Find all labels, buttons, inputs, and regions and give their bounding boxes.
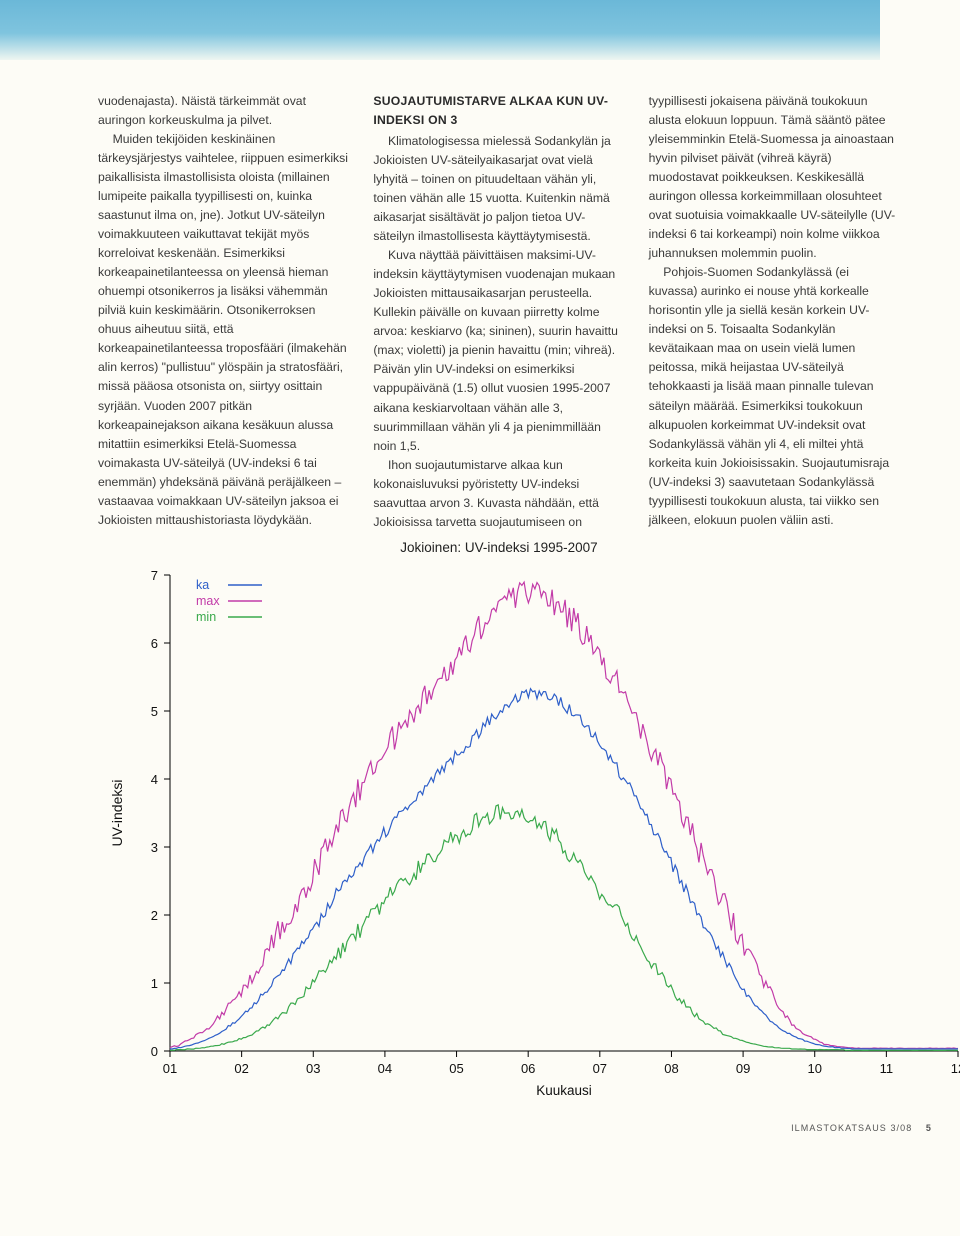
svg-text:1: 1 xyxy=(151,976,158,991)
text-columns: vuodenajasta). Näistä tärkeimmät ovat au… xyxy=(98,92,900,532)
svg-text:09: 09 xyxy=(736,1061,750,1076)
svg-text:max: max xyxy=(196,594,220,608)
svg-text:01: 01 xyxy=(163,1061,177,1076)
col1-para2: Muiden tekijöiden keskinäinen tärkeysjär… xyxy=(98,130,349,530)
col2-para2: Kuva näyttää päivittäisen maksimi-UV-ind… xyxy=(373,246,624,455)
svg-text:0: 0 xyxy=(151,1044,158,1059)
header-color-band xyxy=(0,0,880,60)
svg-text:3: 3 xyxy=(151,840,158,855)
col2-heading: SUOJAUTUMISTARVE ALKAA KUN UV-INDEKSI ON… xyxy=(373,92,624,130)
svg-text:Kuukausi: Kuukausi xyxy=(536,1083,592,1098)
svg-text:10: 10 xyxy=(807,1061,821,1076)
svg-text:ka: ka xyxy=(196,578,209,592)
svg-text:08: 08 xyxy=(664,1061,678,1076)
svg-text:12: 12 xyxy=(951,1061,960,1076)
svg-text:UV-indeksi: UV-indeksi xyxy=(109,779,125,846)
svg-text:06: 06 xyxy=(521,1061,535,1076)
svg-text:min: min xyxy=(196,610,216,624)
column-1: vuodenajasta). Näistä tärkeimmät ovat au… xyxy=(98,92,349,532)
svg-text:03: 03 xyxy=(306,1061,320,1076)
svg-text:02: 02 xyxy=(234,1061,248,1076)
svg-text:05: 05 xyxy=(449,1061,463,1076)
svg-text:04: 04 xyxy=(378,1061,392,1076)
chart-svg: 01234567010203040506070809101112Kuukausi… xyxy=(98,561,960,1101)
col1-para1: vuodenajasta). Näistä tärkeimmät ovat au… xyxy=(98,92,349,130)
svg-text:5: 5 xyxy=(151,704,158,719)
svg-text:4: 4 xyxy=(151,772,158,787)
svg-text:2: 2 xyxy=(151,908,158,923)
footer-page-number: 5 xyxy=(926,1123,932,1133)
col2-para3: Ihon suojautumistarve alkaa kun kokonais… xyxy=(373,456,624,532)
chart-title: Jokioinen: UV-indeksi 1995-2007 xyxy=(98,540,900,555)
page-footer: ILMASTOKATSAUS 3/08 5 xyxy=(0,1113,960,1151)
svg-text:07: 07 xyxy=(593,1061,607,1076)
col3-para2: Pohjois-Suomen Sodankylässä (ei kuvassa)… xyxy=(649,263,900,529)
uv-index-chart: 01234567010203040506070809101112Kuukausi… xyxy=(98,561,900,1101)
column-3: tyypillisesti jokaisena päivänä toukokuu… xyxy=(649,92,900,532)
svg-text:11: 11 xyxy=(880,1061,894,1076)
column-2: SUOJAUTUMISTARVE ALKAA KUN UV-INDEKSI ON… xyxy=(373,92,624,532)
svg-text:6: 6 xyxy=(151,636,158,651)
footer-journal: ILMASTOKATSAUS 3/08 xyxy=(791,1123,912,1133)
svg-text:7: 7 xyxy=(151,568,158,583)
col3-para1: tyypillisesti jokaisena päivänä toukokuu… xyxy=(649,92,900,263)
col2-para1: Klimatologisessa mielessä Sodankylän ja … xyxy=(373,132,624,246)
